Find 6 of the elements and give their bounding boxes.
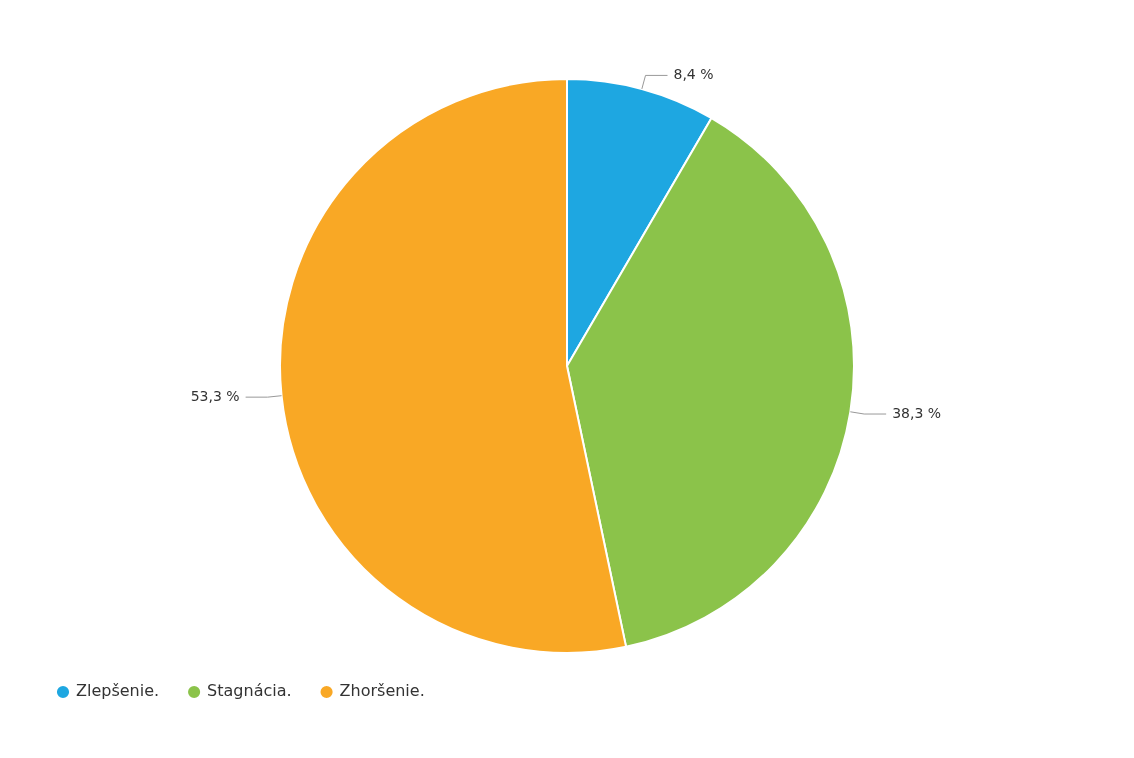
data-label: 53,3 % xyxy=(190,387,240,404)
data-label: 8,4 % xyxy=(673,66,714,83)
data-label: 38,3 % xyxy=(892,404,942,421)
legend-label: Zhoršenie. xyxy=(339,681,425,701)
legend-label: Zlepšenie. xyxy=(76,681,160,701)
legend-label: Stagnácia. xyxy=(207,681,292,701)
